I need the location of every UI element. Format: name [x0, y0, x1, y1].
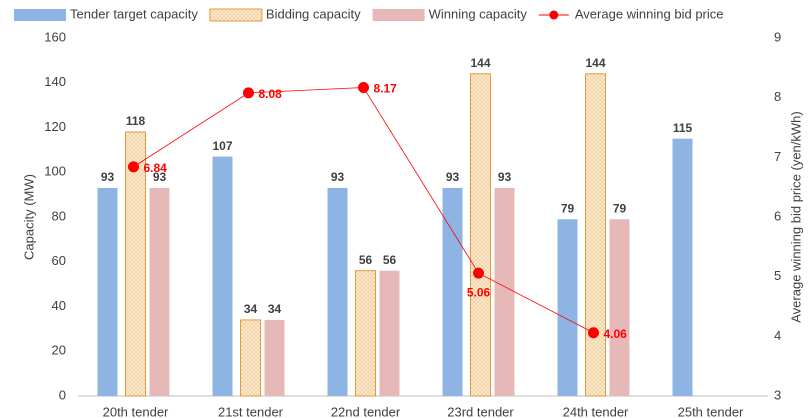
bar	[585, 73, 606, 397]
y-tick-label: 0	[59, 387, 66, 402]
y-tick-label: 140	[44, 74, 66, 89]
data-label: 6.84	[144, 161, 168, 175]
y2-tick-label: 3	[774, 387, 781, 402]
bar	[125, 131, 146, 397]
y2-axis-title: Average winning bid price (yen/kWh)	[788, 111, 803, 322]
data-label: 5.06	[467, 285, 491, 299]
data-label: 56	[359, 253, 373, 267]
x-tick-label: 25th tender	[678, 404, 744, 418]
data-label: 144	[470, 56, 490, 70]
data-label: 93	[331, 170, 345, 184]
y2-tick-label: 9	[774, 29, 781, 44]
x-tick-label: 21st tender	[218, 404, 284, 418]
bar	[264, 319, 285, 396]
bar	[379, 270, 400, 396]
bar	[609, 219, 630, 396]
legend-swatch	[549, 10, 559, 20]
data-label: 144	[585, 56, 605, 70]
data-label: 56	[383, 253, 397, 267]
data-label: 8.17	[374, 82, 398, 96]
bar	[557, 219, 578, 396]
y-tick-label: 60	[52, 253, 66, 268]
y2-tick-label: 7	[774, 149, 781, 164]
data-label: 93	[498, 170, 512, 184]
data-label: 93	[101, 170, 115, 184]
y2-tick-label: 8	[774, 89, 781, 104]
legend-label: Winning capacity	[429, 6, 528, 21]
bar	[240, 319, 261, 397]
data-label: 93	[446, 170, 460, 184]
y-tick-label: 20	[52, 343, 66, 358]
x-tick-label: 23rd tender	[447, 404, 514, 418]
line-point	[243, 87, 254, 99]
legend-label: Tender target capacity	[70, 6, 198, 21]
data-label: 4.06	[604, 327, 628, 341]
y-tick-label: 100	[44, 164, 66, 179]
line-point	[358, 82, 369, 94]
y2-tick-label: 6	[774, 208, 781, 223]
data-label: 93	[153, 170, 167, 184]
bar	[470, 73, 491, 397]
x-tick-label: 20th tender	[103, 404, 169, 418]
legend-swatch	[209, 8, 263, 22]
bar	[672, 138, 693, 396]
data-label: 118	[126, 114, 146, 128]
x-tick-label: 22nd tender	[331, 404, 401, 418]
line-point	[473, 267, 484, 279]
bar	[327, 187, 348, 396]
line-point	[128, 161, 139, 173]
y2-tick-label: 5	[774, 268, 781, 283]
y-tick-label: 160	[44, 29, 66, 44]
legend-swatch	[372, 9, 425, 21]
legend-label: Bidding capacity	[266, 6, 361, 21]
data-label: 34	[244, 302, 258, 316]
data-label: 79	[613, 201, 627, 215]
legend-swatch	[14, 9, 66, 21]
bar	[212, 156, 233, 396]
y-tick-label: 120	[44, 119, 66, 134]
data-label: 8.08	[259, 87, 283, 101]
y-tick-label: 80	[52, 208, 66, 223]
legend-label: Average winning bid price	[575, 6, 724, 21]
y-axis-title: Capacity (MW)	[21, 174, 36, 260]
line-point	[588, 327, 599, 339]
bar	[494, 187, 515, 396]
bar	[355, 270, 376, 397]
bar	[149, 187, 170, 396]
data-label: 79	[561, 201, 575, 215]
data-label: 34	[268, 302, 282, 316]
data-label: 115	[673, 121, 693, 135]
y-tick-label: 40	[52, 298, 66, 313]
x-tick-label: 24th tender	[563, 404, 629, 418]
bar	[97, 187, 118, 396]
data-label: 107	[212, 139, 232, 153]
y2-tick-label: 4	[774, 328, 781, 343]
